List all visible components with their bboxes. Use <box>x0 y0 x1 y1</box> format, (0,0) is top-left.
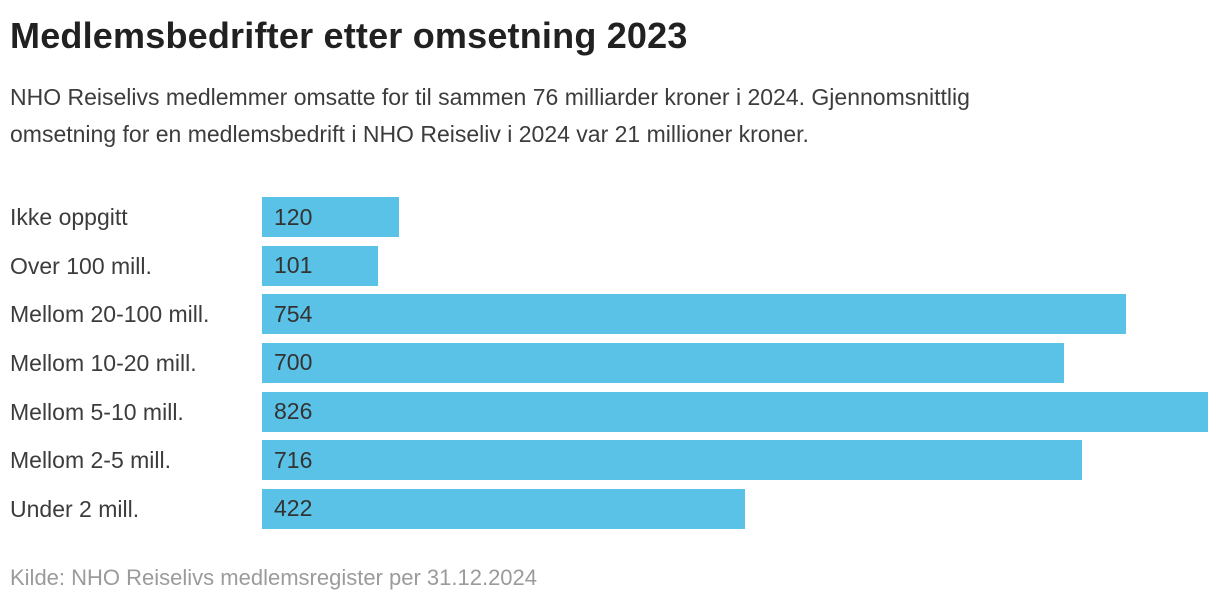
category-label: Mellom 5-10 mill. <box>10 398 184 425</box>
page-subtitle: NHO Reiselivs medlemmer omsatte for til … <box>10 84 970 148</box>
chart-row: Mellom 10-20 mill. 700 <box>10 342 1208 383</box>
bar-track: 716 <box>262 440 1208 481</box>
bar-track: 120 <box>262 197 1208 238</box>
category-label: Mellom 10-20 mill. <box>10 349 197 376</box>
bar-chart: Ikke oppgitt 120 Over 100 mill. 101 Mellom 2… <box>10 197 1208 529</box>
bar-track: 700 <box>262 342 1208 383</box>
bar: 700 <box>262 342 1064 383</box>
category-label: Under 2 mill. <box>10 495 140 522</box>
bar: 754 <box>262 294 1126 335</box>
chart-row: Ikke oppgitt 120 <box>10 197 1208 238</box>
bar: 120 <box>262 197 400 238</box>
source-note: Kilde: NHO Reiselivs medlemsregister per… <box>10 565 538 590</box>
bar-value-label: 120 <box>274 203 313 230</box>
bar-track: 826 <box>262 391 1208 432</box>
bar-value-label: 101 <box>274 252 313 279</box>
category-label: Mellom 2-5 mill. <box>10 447 172 474</box>
bar-value-label: 700 <box>274 349 313 376</box>
bar-track: 101 <box>262 245 1208 286</box>
chart-row: Over 100 mill. 101 <box>10 245 1208 286</box>
chart-row: Mellom 5-10 mill. 826 <box>10 391 1208 432</box>
category-label: Ikke oppgitt <box>10 204 128 231</box>
chart-row: Under 2 mill. 422 <box>10 488 1208 529</box>
bar-value-label: 422 <box>274 495 313 522</box>
category-label: Mellom 20-100 mill. <box>10 301 210 328</box>
chart-row: Mellom 2-5 mill. 716 <box>10 440 1208 481</box>
bar: 826 <box>262 391 1208 432</box>
category-label: Over 100 mill. <box>10 252 152 279</box>
bar-value-label: 754 <box>274 300 313 327</box>
bar-track: 422 <box>262 488 1208 529</box>
bar-value-label: 826 <box>274 398 313 425</box>
bar: 101 <box>262 245 378 286</box>
chart-row: Mellom 20-100 mill. 754 <box>10 294 1208 335</box>
bar: 716 <box>262 440 1083 481</box>
page-title: Medlemsbedrifter etter omsetning 2023 <box>10 15 688 56</box>
bar-value-label: 716 <box>274 446 313 473</box>
bar: 422 <box>262 488 746 529</box>
bar-track: 754 <box>262 294 1208 335</box>
